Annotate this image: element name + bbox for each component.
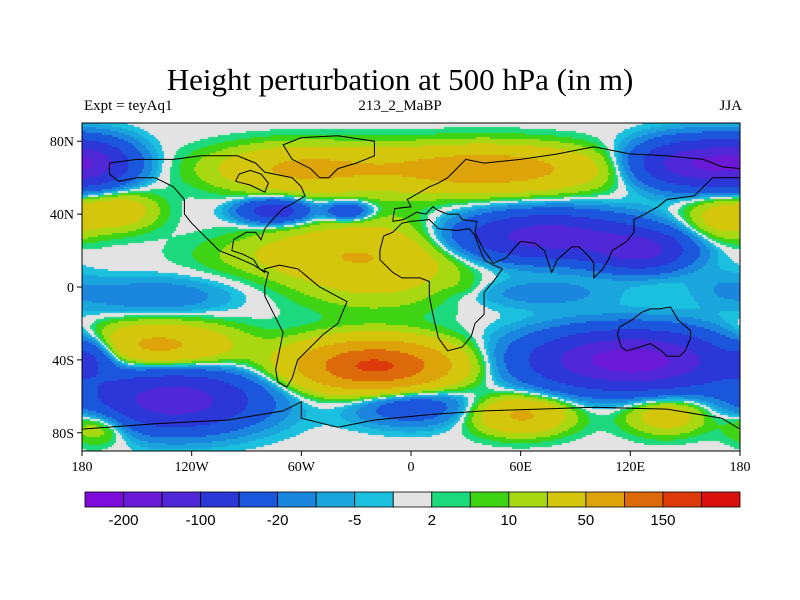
colorbar-box (662, 491, 702, 508)
y-tick-label: 40S (52, 354, 74, 369)
colorbar-box (701, 491, 741, 508)
x-tick-label: 0 (408, 460, 415, 475)
coastline-3 (616, 306, 692, 357)
y-tick-label: 80N (50, 135, 74, 150)
x-tick-label: 60E (509, 460, 532, 475)
colorbar-box (624, 491, 664, 508)
colorbar-box (469, 491, 510, 508)
coastline-1 (379, 219, 504, 352)
colorbar-label: 150 (650, 512, 675, 529)
height-field (82, 123, 740, 451)
colorbar-label: 50 (578, 512, 595, 529)
axes: 180 120W 60W 0 60E 120E 180 80N 40N 0 40S 80S (50, 135, 751, 475)
colorbar-label: 10 (500, 512, 517, 529)
coastline-6 (235, 169, 269, 193)
y-tick-label: 0 (67, 281, 74, 296)
colorbar-box (123, 491, 163, 508)
colorbar-box (585, 491, 625, 508)
colorbar-label: -100 (186, 512, 216, 529)
colorbar-box (161, 491, 201, 508)
colorbar-box (238, 491, 279, 508)
y-tick-label: 80S (52, 427, 74, 442)
colorbar-box (277, 491, 317, 508)
season-label: JJA (719, 98, 742, 114)
colorbar-label: -5 (348, 512, 361, 529)
colorbar-label: -20 (267, 512, 289, 529)
coastline-4 (82, 400, 740, 430)
coastline-0 (108, 155, 348, 388)
coastlines (82, 135, 740, 430)
colorbar-box (431, 491, 471, 508)
coastline-5 (282, 135, 375, 179)
x-tick-label: 120W (175, 460, 210, 475)
x-tick-label: 180 (730, 460, 751, 475)
colorbar-label: 2 (428, 512, 436, 529)
x-tick-label: 120E (616, 460, 646, 475)
colorbar: -200 -100 -20 -5 2 10 50 150 (84, 491, 741, 529)
colorbar-box (392, 491, 433, 508)
colorbar-box (200, 491, 240, 508)
colorbar-box (315, 491, 356, 508)
coastline-2 (392, 146, 740, 280)
y-tick-label: 40N (50, 208, 74, 223)
run-label: 213_2_MaBP (358, 98, 442, 114)
plot-title: Height perturbation at 500 hPa (in m) (166, 62, 634, 97)
x-tick-label: 60W (288, 460, 316, 475)
colorbar-label: -200 (109, 512, 139, 529)
x-tick-label: 180 (72, 460, 93, 475)
colorbar-box (546, 491, 587, 508)
colorbar-box (84, 491, 124, 508)
colorbar-box (354, 491, 394, 508)
colorbar-box (508, 491, 548, 508)
experiment-label: Expt = teyAq1 (84, 98, 173, 114)
